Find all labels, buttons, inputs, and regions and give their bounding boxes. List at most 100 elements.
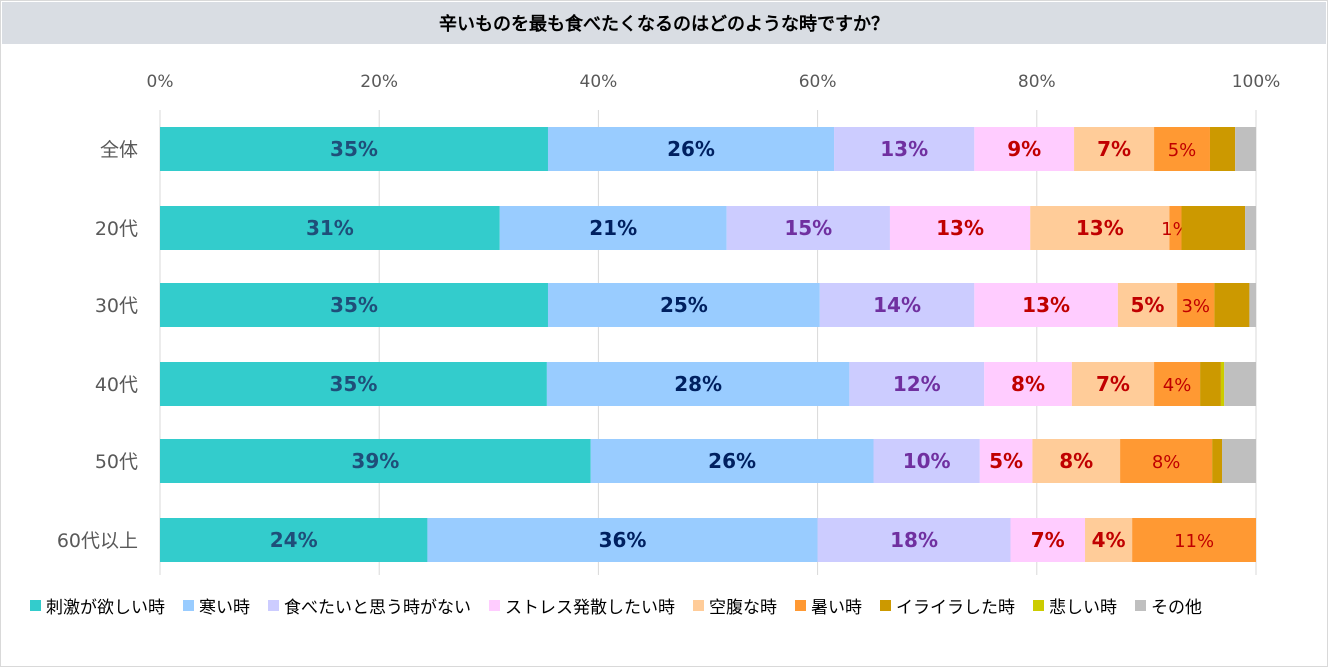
bar-segment bbox=[1222, 439, 1256, 483]
bar-segment bbox=[1214, 283, 1250, 327]
title-bar: 辛いものを最も食べたくなるのはどのような時ですか？ bbox=[2, 2, 1326, 44]
data-label: 15% bbox=[784, 216, 832, 240]
bar-segment bbox=[160, 362, 547, 406]
bar-segment bbox=[849, 362, 985, 406]
legend-label: ストレス発散したい時 bbox=[505, 597, 675, 618]
legend-swatch bbox=[183, 599, 194, 611]
data-label: 11% bbox=[1174, 531, 1214, 552]
data-label: 14% bbox=[873, 293, 921, 317]
data-label: 18% bbox=[890, 528, 938, 552]
bar-segment bbox=[160, 206, 500, 250]
legend-swatch bbox=[880, 599, 891, 611]
bar-segment bbox=[1032, 439, 1121, 483]
legend-item: 刺激が欲しい時 bbox=[30, 593, 165, 618]
data-label: 26% bbox=[708, 449, 756, 473]
data-label: 35% bbox=[330, 372, 378, 396]
data-label: 7% bbox=[1031, 528, 1065, 552]
legend-label: 刺激が欲しい時 bbox=[46, 597, 165, 618]
x-tick-label: 0% bbox=[147, 72, 174, 92]
legend-label: イライラした時 bbox=[896, 597, 1015, 618]
chart-title: 辛いものを最も食べたくなるのはどのような時ですか？ bbox=[439, 14, 889, 35]
data-label: 5% bbox=[1168, 140, 1197, 161]
data-label: 3% bbox=[1181, 296, 1210, 317]
bar-segment bbox=[546, 362, 850, 406]
bar-segment bbox=[1177, 283, 1215, 327]
data-label: 8% bbox=[1011, 372, 1045, 396]
bar-segment bbox=[979, 439, 1033, 483]
legend-item: 悲しい時 bbox=[1033, 593, 1117, 618]
bar-segment bbox=[889, 206, 1031, 250]
category-label: 30代 bbox=[95, 295, 138, 317]
legend-label: 悲しい時 bbox=[1049, 597, 1117, 618]
x-tick-label: 40% bbox=[580, 72, 618, 92]
bar-segment bbox=[1120, 439, 1213, 483]
bar-segment bbox=[1154, 362, 1201, 406]
data-label: 39% bbox=[351, 449, 399, 473]
legend-swatch bbox=[30, 599, 41, 611]
bar-segment bbox=[1071, 362, 1155, 406]
bar-segment bbox=[160, 439, 591, 483]
bar-segment bbox=[873, 439, 980, 483]
legend-item: 食べたいと思う時がない bbox=[268, 593, 471, 618]
bar-segment bbox=[726, 206, 890, 250]
data-label: 9% bbox=[1007, 137, 1041, 161]
legend-label: 食べたいと思う時がない bbox=[284, 597, 471, 618]
bar-segment bbox=[1235, 127, 1256, 171]
legend-label: 空腹な時 bbox=[709, 597, 777, 618]
data-label: 31% bbox=[306, 216, 354, 240]
legend-label: その他 bbox=[1151, 597, 1202, 618]
bar-segment bbox=[1030, 206, 1170, 250]
data-label: 7% bbox=[1097, 137, 1131, 161]
category-label: 40代 bbox=[95, 374, 138, 396]
category-label: 全体 bbox=[100, 139, 138, 161]
data-label: 12% bbox=[893, 372, 941, 396]
legend-label: 暑い時 bbox=[811, 597, 862, 618]
data-label: 5% bbox=[989, 449, 1023, 473]
data-label: 8% bbox=[1059, 449, 1093, 473]
legend-label: 寒い時 bbox=[199, 597, 250, 618]
bar-segment bbox=[834, 127, 975, 171]
legend-item: イライラした時 bbox=[880, 593, 1015, 618]
data-label: 26% bbox=[667, 137, 715, 161]
legend-item: その他 bbox=[1135, 593, 1202, 618]
legend-swatch bbox=[489, 599, 500, 611]
category-label: 60代以上 bbox=[57, 530, 138, 552]
legend-swatch bbox=[693, 599, 704, 611]
bar-segment bbox=[547, 127, 835, 171]
bar-segment bbox=[1132, 518, 1256, 562]
data-label: 4% bbox=[1163, 375, 1192, 396]
data-label: 35% bbox=[330, 293, 378, 317]
bar-segment bbox=[590, 439, 874, 483]
bar-segment bbox=[1200, 362, 1221, 406]
bar-segment bbox=[984, 362, 1072, 406]
data-label: 4% bbox=[1092, 528, 1126, 552]
bar-segment bbox=[819, 283, 975, 327]
data-label: 10% bbox=[903, 449, 951, 473]
data-label: 35% bbox=[330, 137, 378, 161]
bar-segment bbox=[1154, 127, 1210, 171]
bar-segment bbox=[547, 283, 820, 327]
data-label: 21% bbox=[589, 216, 637, 240]
bar-segment bbox=[499, 206, 727, 250]
legend-swatch bbox=[268, 599, 279, 611]
data-label: 36% bbox=[599, 528, 647, 552]
bar-segment bbox=[1220, 362, 1225, 406]
data-label: 13% bbox=[936, 216, 984, 240]
legend-item: 暑い時 bbox=[795, 593, 862, 618]
bar-segment bbox=[1117, 283, 1178, 327]
bar-segment bbox=[1085, 518, 1133, 562]
bar-segment bbox=[974, 127, 1075, 171]
chart-plot: 0% 20% 40% 60% 80% 100% 全体 20代 30代 40代 50代 60代以上 35%… bbox=[57, 72, 1280, 575]
bar-segment bbox=[160, 518, 428, 562]
bar-segment bbox=[1010, 518, 1086, 562]
legend-item: 空腹な時 bbox=[693, 593, 777, 618]
data-label: 8% bbox=[1152, 452, 1181, 473]
data-label: 13% bbox=[1022, 293, 1070, 317]
bar-segment bbox=[1212, 439, 1223, 483]
legend-swatch bbox=[1135, 599, 1146, 611]
bar-segment bbox=[160, 127, 548, 171]
data-label: 7% bbox=[1096, 372, 1130, 396]
legend-item: ストレス発散したい時 bbox=[489, 593, 675, 618]
x-tick-label: 20% bbox=[360, 72, 398, 92]
category-label: 20代 bbox=[95, 218, 138, 240]
